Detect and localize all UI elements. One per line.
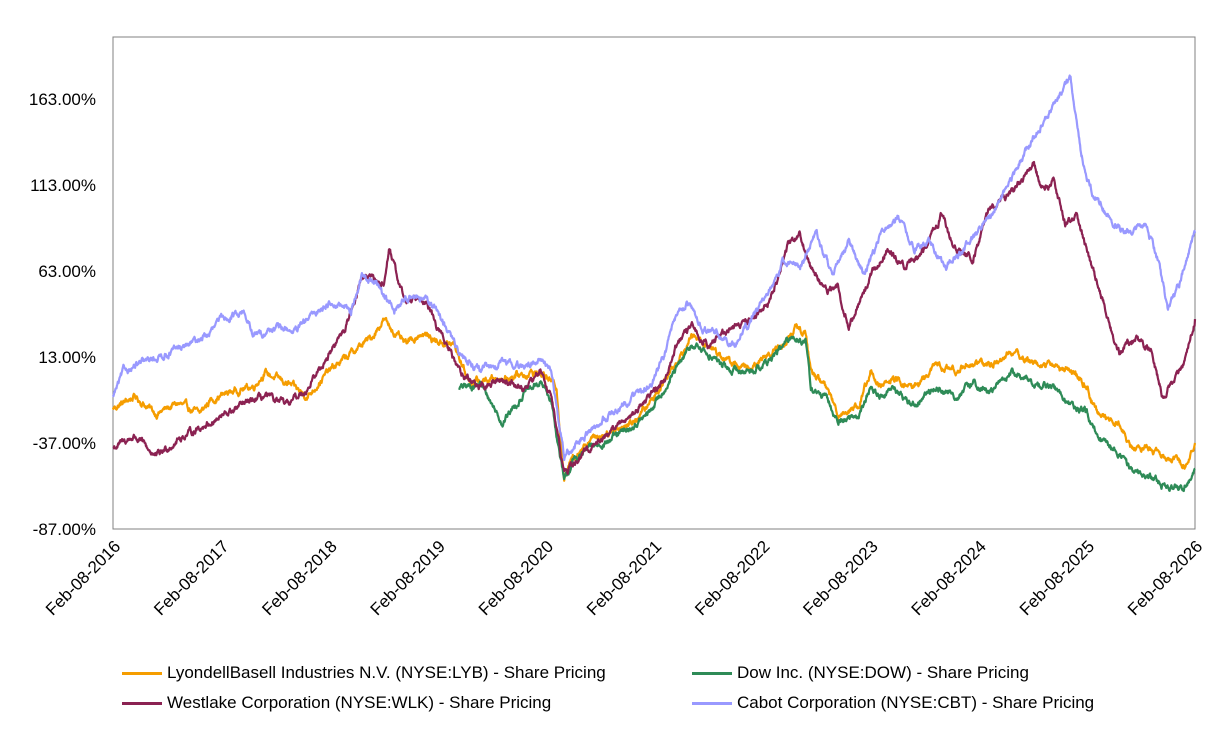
legend-label-dow: Dow Inc. (NYSE:DOW) - Share Pricing [737,663,1029,682]
legend-item-cbt[interactable]: Cabot Corporation (NYSE:CBT) - Share Pri… [692,693,1094,713]
y-tick-label: 113.00% [30,176,96,195]
x-tick-label: Feb-08-2020 [475,537,557,619]
x-tick-label: Feb-08-2025 [1016,537,1098,619]
y-tick-label: 13.00% [38,348,96,367]
y-tick-label: -87.00% [33,520,96,539]
legend-label-lyb: LyondellBasell Industries N.V. (NYSE:LYB… [167,663,606,682]
x-tick-label: Feb-08-2016 [42,537,124,619]
x-tick-label: Feb-08-2017 [150,537,232,619]
plot-area [112,36,1196,530]
series-line-cbt [111,74,1197,462]
legend-label-cbt: Cabot Corporation (NYSE:CBT) - Share Pri… [737,693,1095,712]
x-tick-label: Feb-08-2021 [583,537,665,619]
y-axis-ticks: 163.00% 113.00% 63.00% 13.00% -37.00% -87.00% [29,90,96,539]
legend-swatch-lyb [122,671,162,675]
x-tick-label: Feb-08-2024 [908,537,990,619]
legend-swatch-wlk [122,701,162,705]
x-tick-label: Feb-08-2019 [367,537,449,619]
legend-swatch-cbt [692,701,732,705]
y-tick-label: 63.00% [38,262,96,281]
legend-item-lyb[interactable]: LyondellBasell Industries N.V. (NYSE:LYB… [122,663,606,683]
legend-label-wlk: Westlake Corporation (NYSE:WLK) - Share … [167,693,552,712]
legend-swatch-dow [692,671,732,675]
legend-item-wlk[interactable]: Westlake Corporation (NYSE:WLK) - Share … [122,693,551,713]
series-line-lyb [111,316,1197,482]
legend-item-dow[interactable]: Dow Inc. (NYSE:DOW) - Share Pricing [692,663,1029,683]
x-axis-ticks: Feb-08-2016 Feb-08-2017 Feb-08-2018 Feb-08-… [42,537,1206,619]
x-tick-label: Feb-08-2023 [799,537,881,619]
y-tick-label: -37.00% [33,434,96,453]
series-line-wlk [112,160,1197,475]
y-tick-label: 163.00% [29,90,96,109]
series-lines [111,74,1197,493]
x-tick-label: Feb-08-2018 [258,537,340,619]
x-tick-label: Feb-08-2022 [691,537,773,619]
x-tick-label: Feb-08-2026 [1124,537,1206,619]
